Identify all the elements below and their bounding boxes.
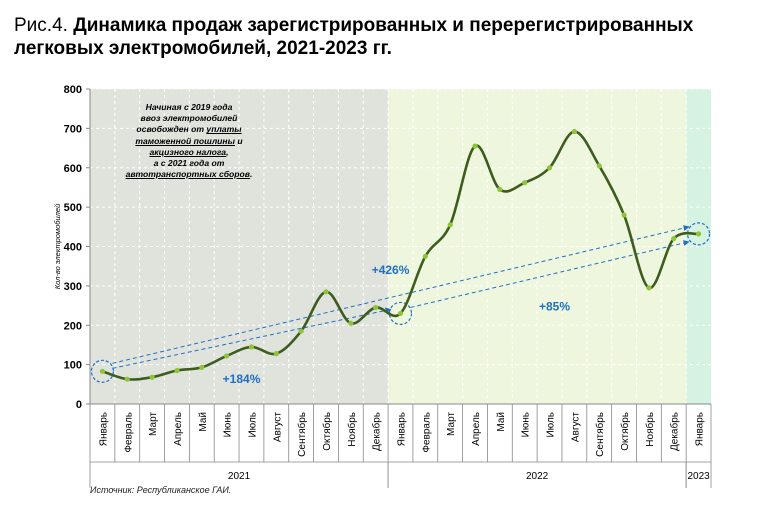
y-tick-label: 700 [64, 123, 82, 135]
x-tick-label: Апрель [173, 412, 184, 446]
data-point [224, 353, 230, 359]
x-tick-label: Май [496, 412, 507, 432]
x-tick-label: Октябрь [619, 412, 631, 451]
x-tick-label: Ноябрь [346, 412, 358, 447]
x-tick-label: Январь [397, 412, 408, 446]
x-tick-label: Февраль [123, 412, 134, 453]
growth-arrow [112, 225, 690, 364]
x-tick-label: Март [446, 412, 457, 436]
y-tick-label: 600 [64, 163, 82, 175]
x-tick-label: Июнь [223, 412, 234, 437]
x-tick-label: Сентябрь [296, 412, 308, 457]
x-tick-label: Август [272, 412, 283, 443]
data-point [621, 212, 627, 218]
note-line: акцизного налога, [104, 147, 274, 158]
data-point [671, 236, 677, 242]
x-tick-label: Октябрь [321, 412, 333, 451]
x-tick-label: Июнь [521, 412, 532, 437]
note-line: автотранспортных сборов. [104, 169, 274, 180]
year-label: 2021 [228, 471, 251, 482]
x-tick-label: Май [198, 412, 209, 432]
note-line: а с 2021 года от [153, 158, 225, 169]
x-tick-label: Сентябрь [594, 412, 606, 457]
x-tick-label: Июль [247, 412, 258, 438]
data-point [298, 328, 304, 334]
data-point [273, 351, 279, 357]
y-tick-label: 200 [64, 320, 82, 332]
y-tick-label: 300 [64, 281, 82, 293]
data-point [571, 128, 577, 135]
data-point [522, 180, 528, 186]
data-point [422, 253, 428, 259]
figure-number: Рис.4. [14, 15, 68, 36]
highlight-circle [686, 222, 711, 246]
data-point [348, 320, 354, 326]
y-tick-label: 0 [76, 399, 82, 411]
data-point [124, 376, 130, 382]
data-point [646, 285, 652, 291]
data-point [447, 222, 453, 228]
y-tick-label: 500 [64, 202, 82, 214]
data-point [174, 367, 180, 374]
data-point [546, 165, 553, 171]
y-tick-label: 800 [64, 84, 82, 96]
growth-arrow [410, 240, 690, 308]
annotation-note: Начиная с 2019 года ввоз электромобилей … [104, 102, 274, 180]
year-label: 2023 [687, 471, 710, 482]
data-point [199, 364, 205, 370]
note-line: таможенной пошлины и [104, 136, 274, 147]
note-line: освобожден от уплаты [104, 124, 274, 135]
x-tick-label: Апрель [471, 412, 482, 446]
note-line: Начиная с 2019 года [145, 102, 233, 112]
x-tick-label: Август [570, 412, 581, 443]
data-point [472, 143, 478, 149]
highlight-circle [90, 359, 115, 383]
x-tick-label: Ноябрь [644, 412, 656, 447]
year-label: 2022 [526, 471, 549, 482]
note-line: ввоз электромобилей [140, 113, 238, 124]
note-text: , [226, 146, 229, 157]
x-tick-label: Январь [98, 412, 109, 446]
figure-title: Динамика продаж зарегистрированных и пер… [14, 15, 694, 59]
data-point [323, 289, 329, 295]
note-text: освобожден от [136, 124, 207, 135]
x-tick-label: Июль [546, 412, 557, 438]
data-point [248, 344, 255, 350]
data-point [373, 304, 379, 311]
source-note: Источник: Республиканское ГАИ. [90, 485, 232, 495]
x-tick-label: Декабрь [669, 412, 681, 451]
chart-title: Рис.4. Динамика продаж зарегистрированны… [14, 14, 769, 60]
data-point [695, 231, 702, 237]
note-underlined: уплаты [206, 124, 242, 135]
data-point [596, 163, 602, 169]
growth-label: +184% [223, 372, 261, 386]
y-tick-label: 100 [64, 360, 82, 372]
note-text: . [250, 169, 253, 180]
x-tick-label: Февраль [421, 412, 432, 453]
growth-label: +85% [539, 299, 570, 313]
data-point [497, 186, 503, 193]
growth-label: +426% [372, 263, 410, 277]
growth-arrow [112, 307, 392, 369]
y-tick-label: 400 [64, 242, 82, 254]
data-point [397, 310, 404, 317]
x-tick-label: Декабрь [371, 412, 383, 451]
x-tick-label: Январь [695, 412, 706, 446]
note-underlined: акцизного налога [149, 146, 227, 157]
highlight-circle [388, 301, 413, 326]
note-underlined: таможенной пошлины [135, 135, 235, 146]
data-point [149, 374, 155, 380]
y-axis-label: Кол-во электромобилей [53, 203, 62, 289]
note-text: и [234, 135, 243, 146]
x-tick-label: Март [148, 412, 159, 436]
data-point [99, 368, 106, 374]
note-underlined: автотранспортных сборов [125, 169, 250, 180]
